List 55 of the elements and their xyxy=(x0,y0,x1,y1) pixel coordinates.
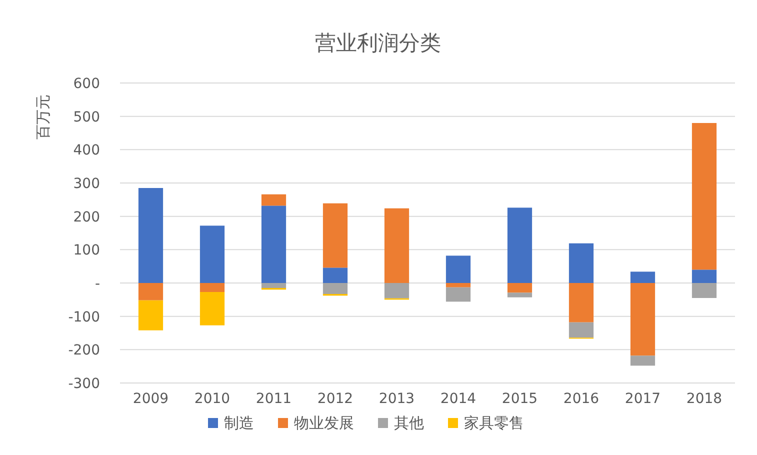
bar xyxy=(446,256,471,283)
bar xyxy=(384,283,410,298)
x-tick-label: 2012 xyxy=(317,391,354,407)
bar xyxy=(322,203,348,268)
y-tick-label: 600 xyxy=(73,76,100,92)
x-tick-label: 2014 xyxy=(440,391,476,407)
y-tick-label: 500 xyxy=(73,109,100,126)
bar xyxy=(630,283,656,356)
x-tick-label: 2016 xyxy=(563,391,600,407)
bar xyxy=(446,283,471,288)
x-tick-label: 2013 xyxy=(378,391,415,407)
y-tick-label: 100 xyxy=(73,242,100,259)
bar xyxy=(630,356,656,366)
x-tick-label: 2010 xyxy=(194,391,230,407)
bar xyxy=(261,206,286,283)
x-tick-label: 2018 xyxy=(686,391,722,407)
bar xyxy=(200,292,225,326)
bar xyxy=(507,292,532,298)
bar xyxy=(322,283,348,294)
bar xyxy=(138,300,164,330)
bar xyxy=(507,208,532,283)
bar xyxy=(200,283,225,292)
bar xyxy=(507,283,532,293)
chart-title: 营业利润分类 xyxy=(315,31,441,55)
legend-label: 物业发展 xyxy=(294,414,354,432)
x-tick-label: 2009 xyxy=(132,391,169,407)
bar xyxy=(200,226,225,283)
x-tick-label: 2011 xyxy=(256,391,292,407)
bar xyxy=(384,208,410,283)
bar xyxy=(630,272,656,283)
bar xyxy=(322,268,348,283)
x-tick-label: 2017 xyxy=(624,391,661,407)
bar xyxy=(568,283,594,322)
y-tick-label: 400 xyxy=(73,142,100,159)
y-tick-label: -200 xyxy=(68,342,100,359)
bar xyxy=(568,322,594,338)
y-axis-title: 百万元 xyxy=(34,94,52,140)
bar xyxy=(138,188,164,283)
x-tick-label: 2015 xyxy=(502,391,538,407)
bar xyxy=(692,270,717,283)
legend-label: 家具零售 xyxy=(464,414,524,432)
bar xyxy=(261,194,286,206)
y-tick-label: 300 xyxy=(73,176,100,192)
legend-label: 制造 xyxy=(224,414,254,432)
bar xyxy=(138,283,164,300)
bar xyxy=(568,243,594,283)
bar xyxy=(692,123,717,270)
y-tick-label: -300 xyxy=(68,376,100,392)
y-tick-label: - xyxy=(94,276,100,292)
bar xyxy=(446,287,471,302)
bar xyxy=(692,283,717,298)
y-tick-label: 200 xyxy=(73,209,100,226)
legend-label: 其他 xyxy=(394,414,424,432)
bar xyxy=(261,283,286,288)
y-tick-label: -100 xyxy=(68,309,100,326)
